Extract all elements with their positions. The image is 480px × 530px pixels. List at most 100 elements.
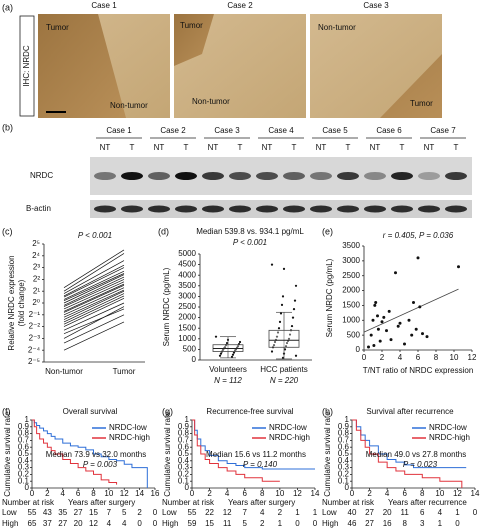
lane-label: T <box>238 143 243 152</box>
risk-header: Number at risk <box>162 498 215 507</box>
paired-line <box>63 284 125 313</box>
y-tick-label: 2⁻² <box>29 322 41 331</box>
point <box>221 348 225 351</box>
y-tick-label: 3000 <box>342 256 360 265</box>
point <box>376 314 379 318</box>
point <box>280 303 284 306</box>
blot <box>90 157 472 195</box>
risk-count: 2 <box>137 508 142 517</box>
point <box>372 344 376 348</box>
x-tick-label: 10 <box>450 353 459 362</box>
paired-line <box>63 274 125 304</box>
point <box>369 333 373 337</box>
y-tick-label: 0.5 <box>18 449 30 458</box>
x-tick-label: 0 <box>30 489 35 498</box>
band <box>94 172 116 180</box>
x-tick-label: 0 <box>362 353 367 362</box>
paired-line <box>63 293 125 323</box>
x-tick-label: 0 <box>190 489 195 498</box>
legend-label: NRDC-high <box>429 433 470 442</box>
point <box>231 353 235 356</box>
risk-count: 65 <box>28 519 37 528</box>
lane-label: T <box>454 143 459 152</box>
point <box>290 324 294 328</box>
band <box>391 172 413 180</box>
point <box>238 340 242 344</box>
y-tick-label: 0.6 <box>18 442 30 451</box>
risk-count: 1 <box>313 508 318 517</box>
y-tick-label: 0.7 <box>178 436 190 445</box>
band <box>364 172 386 180</box>
point <box>398 321 402 325</box>
paired-line <box>63 295 125 325</box>
y-tick-label: 2500 <box>342 271 360 280</box>
x-tick-label: 6 <box>416 353 421 362</box>
risk-count: 43 <box>43 508 52 517</box>
risk-count: 27 <box>365 508 374 517</box>
risk-count: 46 <box>348 519 357 528</box>
point <box>376 327 380 331</box>
y-tick-label: 500 <box>183 345 197 354</box>
paired-line <box>63 289 125 318</box>
band <box>256 172 278 180</box>
risk-count: 20 <box>383 508 392 517</box>
paired-line <box>63 308 125 335</box>
x-axis-label: Years after recurrence <box>388 498 467 507</box>
risk-count: 4 <box>122 519 127 528</box>
x-tick-label: 6 <box>76 489 81 498</box>
y-tick-label: 0 <box>185 483 190 492</box>
paired-line <box>63 287 125 316</box>
case-label: Case 6 <box>376 126 402 135</box>
point <box>373 303 377 307</box>
paired-line <box>63 276 125 306</box>
x-axis-label: Years after surgery <box>228 498 295 507</box>
km-curve <box>352 419 463 488</box>
y-tick-label: 1000 <box>178 334 196 343</box>
x-tick-label: 12 <box>120 489 129 498</box>
band <box>202 172 224 180</box>
band <box>94 205 116 213</box>
risk-count: 0 <box>455 519 460 528</box>
paired-line <box>63 273 125 301</box>
point <box>270 263 274 266</box>
n-label: N = 220 <box>270 376 299 385</box>
x-tick-label: 4 <box>398 353 403 362</box>
band <box>148 172 170 180</box>
image-label: Non-tumor <box>110 101 148 110</box>
y-axis-label: Cumulative survival rate <box>163 411 172 497</box>
y-tick-label: 1000 <box>342 315 360 324</box>
x-tick-label: 8 <box>420 489 425 498</box>
x-tick-label: 4 <box>225 489 230 498</box>
lane-label: NT <box>100 143 111 152</box>
y-tick-label: 2⁻³ <box>29 334 41 343</box>
point <box>273 340 277 344</box>
point <box>282 267 286 270</box>
lane-label: NT <box>208 143 219 152</box>
y-tick-label: 2⁻⁵ <box>28 357 40 366</box>
point <box>214 335 218 338</box>
image-label: Tumor <box>180 21 203 30</box>
point <box>283 348 287 351</box>
point <box>291 316 295 319</box>
paired-line <box>63 302 125 331</box>
blot <box>90 200 472 218</box>
row-label: NRDC <box>30 171 53 180</box>
lane-label: NT <box>262 143 273 152</box>
title: Median 539.8 vs. 934.1 pg/mL <box>196 227 304 236</box>
point <box>277 327 281 330</box>
y-tick-label: 1500 <box>178 323 196 332</box>
paired-line <box>63 249 125 288</box>
point <box>378 339 382 343</box>
box <box>268 329 300 348</box>
case-label: Case 5 <box>322 126 348 135</box>
case-label: Case 2 <box>160 126 186 135</box>
lane-label: T <box>400 143 405 152</box>
panel-label: (d) <box>158 226 169 236</box>
paired-line <box>63 279 125 307</box>
band <box>283 172 305 180</box>
title: Overall survival <box>63 407 118 416</box>
y-tick-label: 0.9 <box>178 422 190 431</box>
point <box>416 256 420 260</box>
y-tick-label: 0 <box>345 483 350 492</box>
